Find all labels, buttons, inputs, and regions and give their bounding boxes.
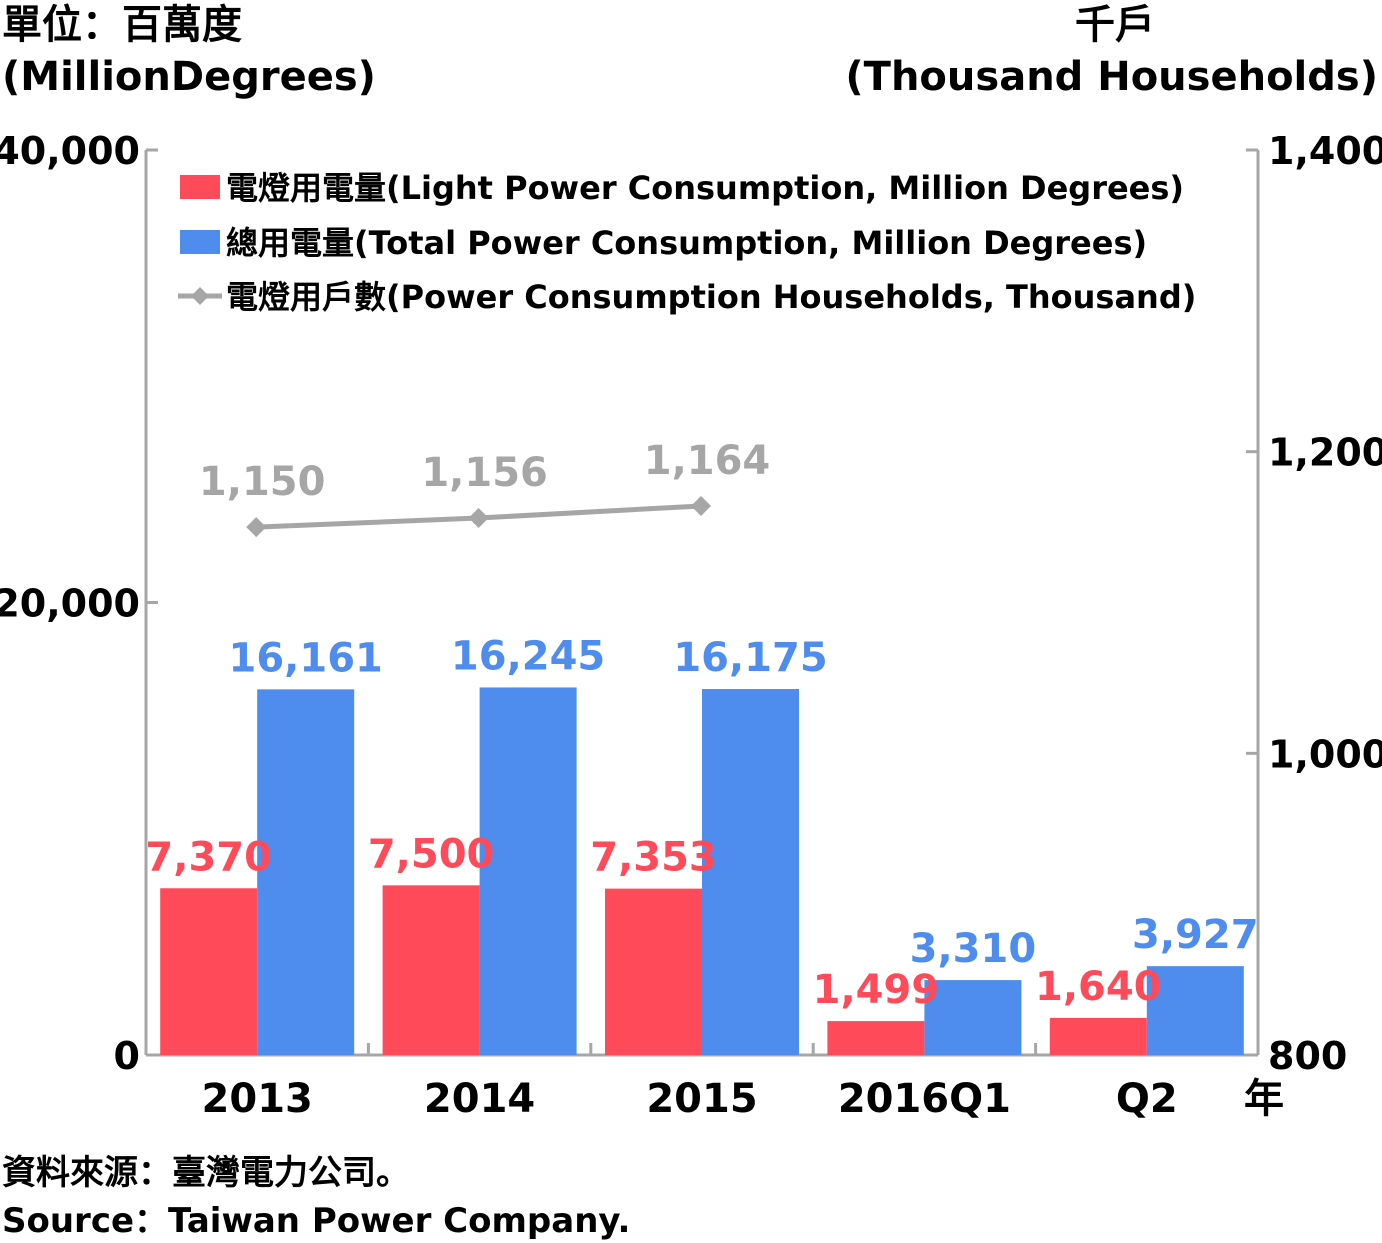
light-consumption-bar	[160, 888, 258, 1055]
households-marker	[468, 508, 489, 529]
left-axis-tick-label: 20,000	[0, 582, 140, 626]
x-axis-tick-label: 2014	[424, 1076, 535, 1122]
households-label: 1,156	[421, 450, 548, 496]
light-consumption-label: 1,640	[1035, 964, 1162, 1010]
x-axis-unit-label: 年	[1244, 1076, 1284, 1122]
x-axis-tick-label: Q2	[1116, 1076, 1178, 1122]
total-consumption-label: 3,927	[1132, 912, 1259, 958]
total-consumption-bar	[1146, 966, 1244, 1055]
right-axis-tick-label: 800	[1268, 1034, 1347, 1078]
light-consumption-bar	[605, 888, 702, 1055]
chart-line-series	[246, 495, 711, 538]
light-consumption-bar	[1049, 1017, 1147, 1055]
chart-bars	[160, 687, 1244, 1055]
right-axis-unit-label: 千戶	[1075, 2, 1155, 48]
legend-marker	[191, 287, 209, 305]
x-axis-tick-label: 2015	[646, 1076, 757, 1122]
households-marker	[246, 517, 267, 538]
total-consumption-label: 3,310	[910, 926, 1037, 972]
light-consumption-bar	[382, 885, 480, 1055]
legend-swatch	[180, 230, 220, 254]
light-consumption-label: 1,499	[813, 967, 940, 1013]
total-consumption-bar	[479, 687, 577, 1055]
light-consumption-label: 7,500	[368, 831, 495, 877]
left-axis-unit-label-en: (MillionDegrees)	[2, 54, 376, 100]
chart-axes: 0 20,000 40,000 800 1,000 1,200 1,400 2013 2014 2…	[0, 129, 1382, 1122]
legend-label: 電燈用戶數(Power Consumption Households, Thou…	[226, 278, 1196, 316]
total-consumption-bar	[924, 980, 1022, 1055]
light-consumption-label: 7,353	[590, 835, 717, 881]
left-axis-unit-label: 單位：百萬度	[2, 2, 242, 48]
source-note-en: Source：Taiwan Power Company.	[2, 1201, 631, 1241]
left-axis-tick-label: 40,000	[0, 129, 140, 173]
right-axis-tick-label: 1,200	[1268, 431, 1382, 475]
households-marker	[691, 495, 711, 516]
households-label: 1,164	[644, 438, 771, 484]
legend-label: 總用電量(Total Power Consumption, Million De…	[226, 224, 1147, 262]
light-consumption-label: 7,370	[145, 834, 272, 880]
total-consumption-bar	[257, 689, 355, 1055]
right-axis-tick-label: 1,400	[1268, 129, 1382, 173]
total-consumption-label: 16,245	[451, 633, 605, 679]
chart-legend: 電燈用電量(Light Power Consumption, Million D…	[178, 169, 1196, 316]
x-axis-tick-label: 2013	[202, 1076, 313, 1122]
total-consumption-label: 16,161	[229, 635, 383, 681]
source-note: 資料來源：臺灣電力公司。	[2, 1153, 410, 1193]
left-axis-tick-label: 0	[114, 1034, 140, 1078]
legend-swatch	[180, 175, 220, 199]
total-consumption-bar	[702, 689, 799, 1055]
households-label: 1,150	[199, 459, 326, 505]
total-consumption-label: 16,175	[673, 635, 827, 681]
legend-label: 電燈用電量(Light Power Consumption, Million D…	[226, 169, 1184, 207]
right-axis-tick-label: 1,000	[1268, 732, 1382, 776]
light-consumption-bar	[827, 1021, 925, 1055]
right-axis-unit-label-en: (Thousand Households)	[845, 54, 1378, 100]
chart-data-labels: 7,370 7,500 7,353 1,499 1,640 16,161 16,245 16,…	[145, 438, 1258, 1013]
x-axis-tick-label: 2016Q1	[838, 1076, 1011, 1122]
